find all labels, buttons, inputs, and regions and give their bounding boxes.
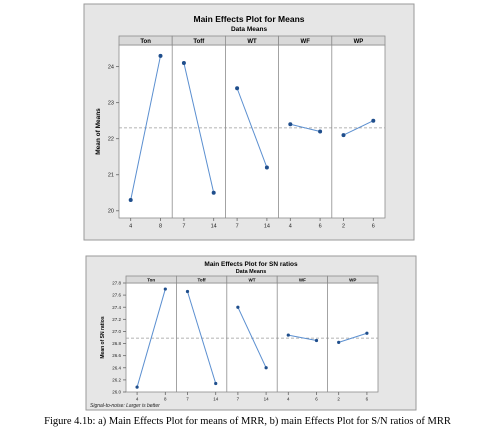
sn-x-tick-label: 4 (287, 397, 290, 402)
means-data-point (128, 197, 133, 202)
sn-factor-header (327, 275, 379, 284)
means-effect-line (183, 62, 215, 193)
means-data-point (158, 53, 163, 58)
sn-y-tick-label: 27.4 (112, 305, 121, 310)
sn-effect-line (288, 334, 317, 342)
sn-data-point (264, 366, 268, 370)
means-x-tick-label: 14 (264, 224, 270, 230)
means-effect-line (290, 123, 321, 132)
means-x-tick-label: 4 (289, 224, 292, 230)
sn-y-tick-label: 26.0 (112, 390, 121, 395)
sn-effect-line (237, 307, 267, 368)
sn-y-tick-label: 26.6 (112, 353, 121, 358)
sn-title: Main Effects Plot for SN ratios (204, 261, 298, 268)
means-data-point (235, 86, 240, 91)
sn-subtitle: Data Means (236, 269, 267, 275)
means-subtitle: Data Means (231, 26, 268, 33)
means-factor-name: WT (247, 39, 257, 45)
means-y-tick-label: 23 (108, 101, 114, 107)
sn-x-tick-label: 6 (366, 397, 369, 402)
means-data-point (264, 165, 269, 170)
sn-y-tick-label: 26.2 (112, 377, 121, 382)
sn-data-point (286, 333, 290, 337)
sn-factor-name: WT (249, 277, 256, 282)
means-x-tick-label: 6 (319, 224, 322, 230)
means-data-point (181, 61, 186, 66)
sn-x-tick-label: 7 (237, 397, 240, 402)
means-plot-area (118, 44, 386, 219)
sn-factor-name: Ton (147, 277, 155, 282)
sn-data-point (365, 331, 369, 335)
means-effect-line (343, 120, 374, 136)
means-title: Main Effects Plot for Means (194, 14, 305, 24)
means-x-tick-label: 2 (342, 224, 345, 230)
sn-effect-line (338, 332, 368, 343)
sn-data-point (314, 338, 319, 343)
means-y-axis-label: Mean of Means (95, 108, 102, 155)
sn-data-point (236, 305, 240, 309)
sn-x-tick-label: 4 (136, 397, 139, 402)
sn-data-point (337, 340, 341, 344)
means-factor-name: Toff (193, 39, 205, 45)
sn-data-point (185, 289, 190, 294)
means-x-tick-label: 7 (182, 224, 185, 230)
means-data-point (371, 118, 376, 123)
sn-effect-line (136, 288, 166, 388)
means-data-point (341, 133, 346, 138)
means-x-tick-label: 7 (236, 224, 239, 230)
means-x-tick-label: 8 (159, 224, 162, 230)
sn-factor-name: Toff (198, 277, 207, 282)
means-factor-header (331, 35, 386, 46)
sn-y-tick-label: 27.2 (112, 317, 121, 322)
sn-y-tick-label: 27.6 (112, 293, 121, 298)
means-effect-line (130, 55, 161, 201)
main-effects-means-chart: Main Effects Plot for Means Data Means 20 2… (83, 3, 415, 241)
sn-x-tick-label: 2 (337, 397, 340, 402)
sn-x-tick-label: 7 (186, 397, 189, 402)
sn-data-point (214, 381, 218, 386)
means-y-tick-label: 22 (108, 137, 114, 143)
sn-y-tick-label: 26.8 (112, 341, 121, 346)
sn-y-tick-label: 26.4 (112, 365, 121, 370)
means-data-point (318, 129, 323, 134)
sn-x-tick-label: 14 (213, 397, 219, 402)
means-y-tick-label: 21 (108, 173, 114, 179)
sn-x-tick-label: 8 (164, 397, 167, 402)
sn-effect-line (187, 291, 217, 384)
sn-x-tick-label: 6 (315, 397, 318, 402)
means-factor-name: Ton (140, 39, 151, 45)
means-x-tick-label: 6 (372, 224, 375, 230)
means-factor-name: WP (354, 39, 364, 45)
sn-factor-name: WP (349, 277, 356, 282)
sn-x-tick-label: 14 (264, 397, 270, 402)
sn-footnote: Signal-to-noise: Larger is better (90, 403, 160, 409)
sn-y-axis-label: Mean of SN ratios (100, 316, 106, 358)
means-x-tick-label: 14 (211, 224, 217, 230)
sn-data-point (163, 287, 167, 291)
sn-data-point (135, 385, 139, 389)
means-factor-name: WF (301, 39, 311, 45)
sn-factor-name: WF (299, 277, 306, 282)
means-y-tick-label: 20 (108, 209, 114, 215)
means-data-point (211, 190, 216, 195)
sn-y-tick-label: 27.8 (112, 281, 121, 286)
means-effect-line (236, 88, 268, 168)
means-y-tick-label: 24 (108, 65, 114, 71)
means-x-tick-label: 4 (129, 224, 132, 230)
figure-caption: Figure 4.1b: a) Main Effects Plot for me… (44, 416, 451, 427)
means-data-point (288, 122, 293, 127)
sn-y-tick-label: 27.0 (112, 329, 121, 334)
